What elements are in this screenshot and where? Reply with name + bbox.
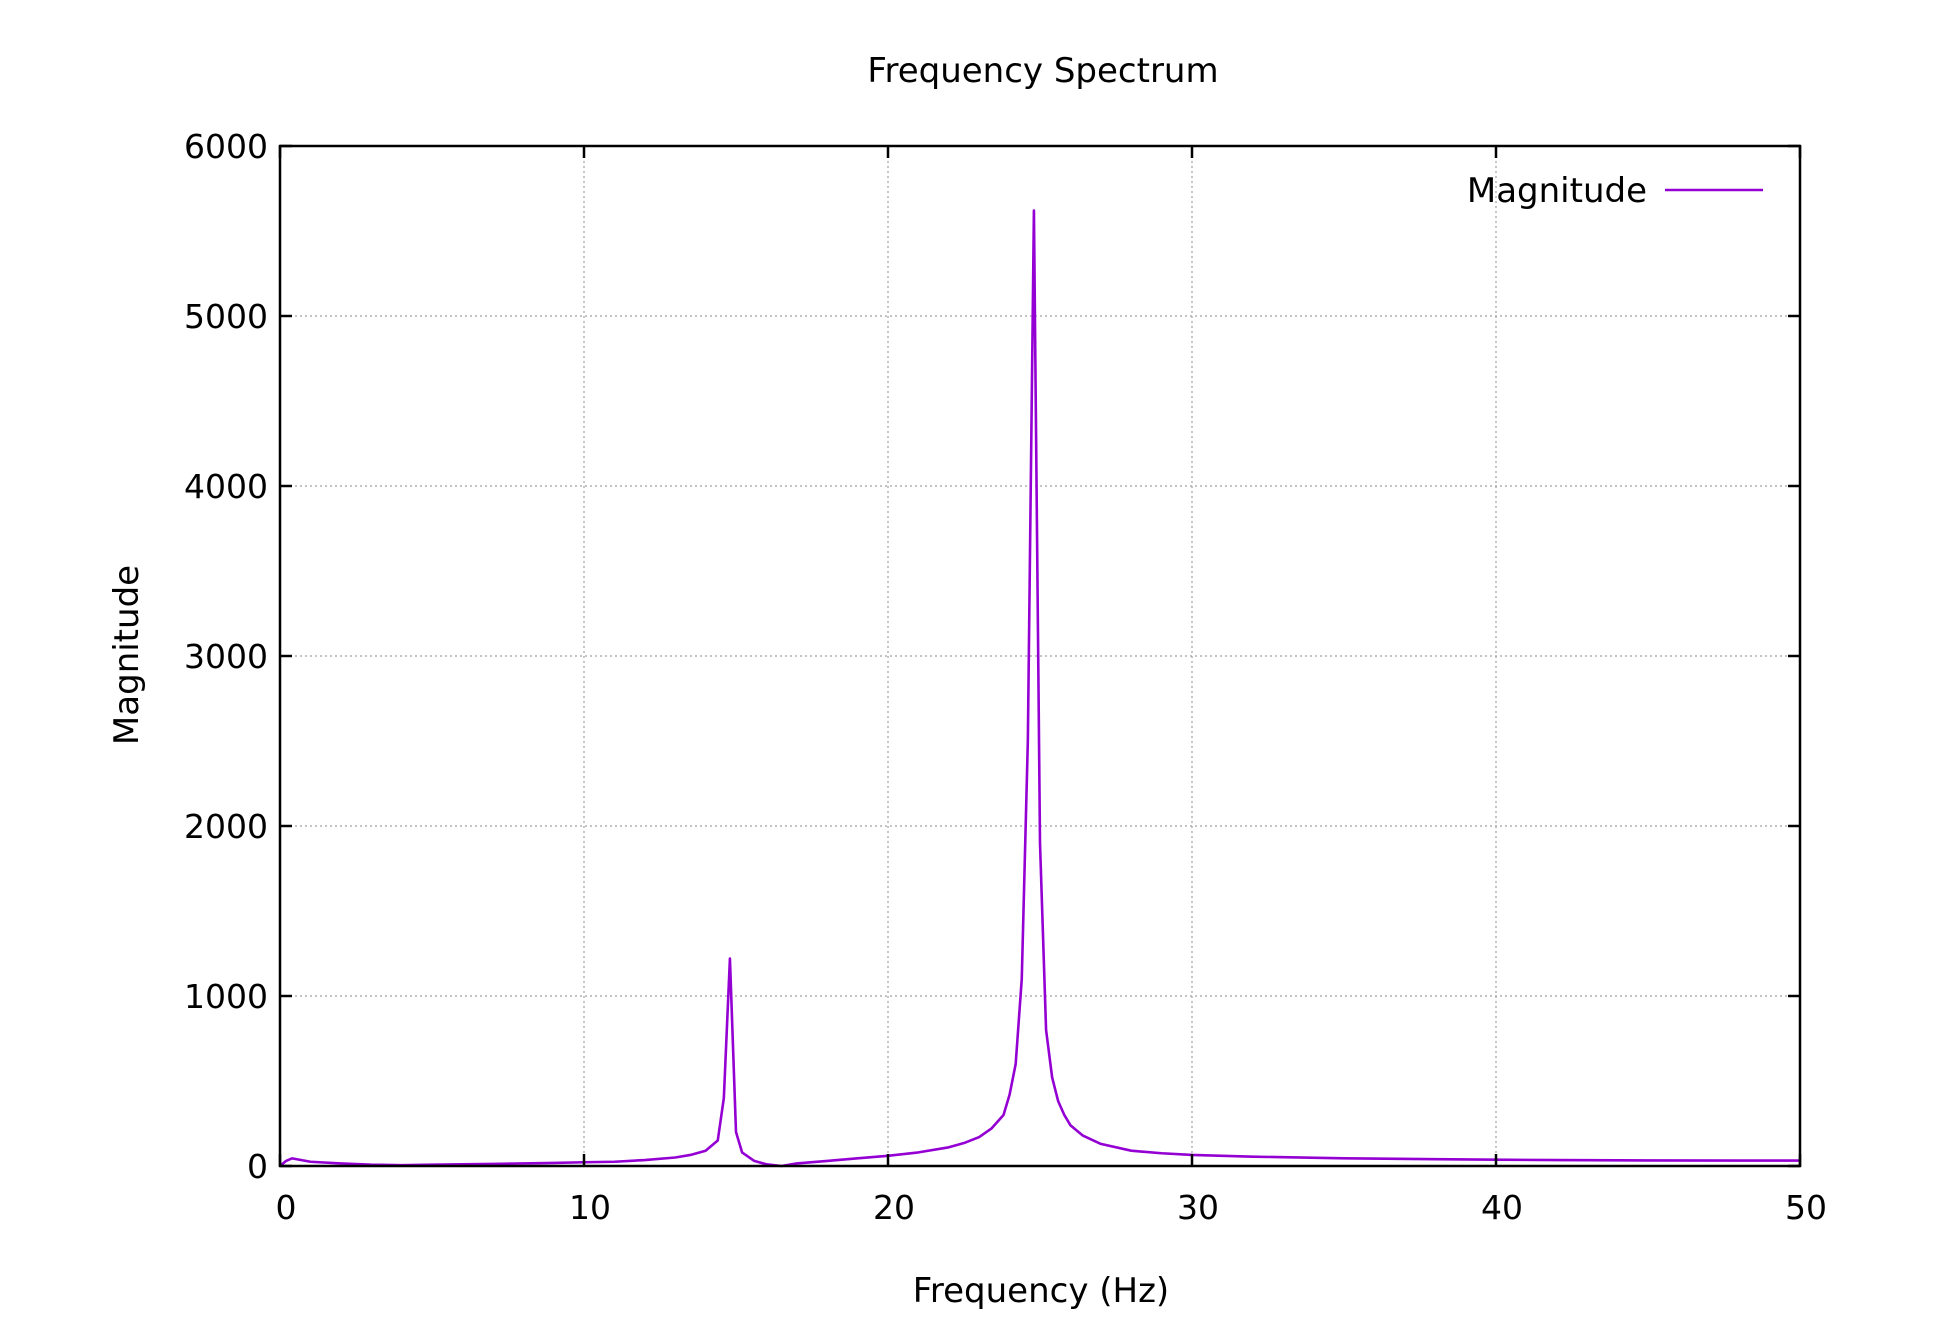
x-axis-label: Frequency (Hz) [913,1271,1169,1311]
chart-title: Frequency Spectrum [867,51,1218,91]
y-tick-label: 4000 [184,467,268,506]
gridlines [280,146,1800,1166]
series-line-magnitude [279,209,1800,1168]
y-tick-label: 6000 [184,127,268,166]
legend-label: Magnitude [1467,171,1647,211]
tick-labels: 0 10 20 30 40 50 0 1000 2000 3000 4000 5000 6000 [184,127,1827,1227]
x-tick-label: 30 [1177,1188,1219,1227]
x-tick-label: 0 [276,1188,297,1227]
ticks [278,144,1802,1168]
series-layer [279,209,1800,1168]
y-tick-label: 5000 [184,297,268,336]
y-tick-label: 2000 [184,807,268,846]
y-tick-label: 1000 [184,977,268,1016]
x-tick-label: 50 [1785,1188,1827,1227]
x-tick-label: 20 [873,1188,915,1227]
legend: Magnitude [1467,171,1763,211]
x-tick-label: 40 [1481,1188,1523,1227]
y-axis-label: Magnitude [107,565,147,745]
x-tick-label: 10 [569,1188,611,1227]
y-tick-label: 3000 [184,637,268,676]
y-tick-label: 0 [247,1147,268,1186]
